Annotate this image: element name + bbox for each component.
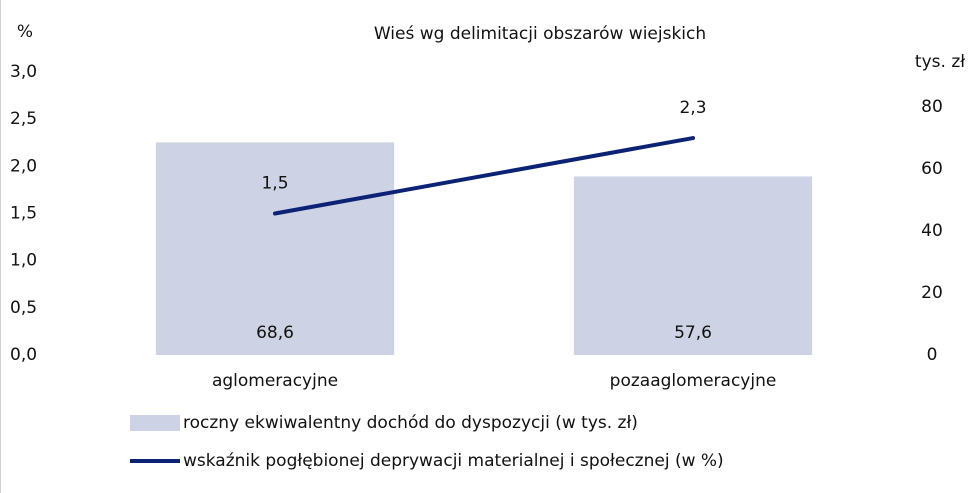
y2-axis-label: tys. zł bbox=[915, 52, 965, 72]
line-value-label: 1,5 bbox=[261, 174, 288, 194]
y2-tick-label: 0 bbox=[927, 345, 938, 365]
bar-value-label: 68,6 bbox=[256, 323, 294, 343]
legend-label: wskaźnik pogłębionej deprywacji material… bbox=[183, 451, 724, 471]
y2-tick-label: 60 bbox=[921, 159, 943, 179]
y2-tick-label: 80 bbox=[921, 97, 943, 117]
line bbox=[273, 136, 695, 216]
chart-title: Wieś wg delimitacji obszarów wiejskich bbox=[374, 24, 706, 44]
y-tick-label: 0,0 bbox=[10, 345, 37, 365]
bar bbox=[155, 142, 395, 355]
x-tick-label: aglomeracyjne bbox=[212, 371, 338, 391]
y-tick-label: 0,5 bbox=[10, 298, 37, 318]
y-tick-label: 1,5 bbox=[10, 204, 37, 224]
line-value-label: 2,3 bbox=[679, 98, 706, 118]
legend-swatch bbox=[130, 415, 180, 431]
y-tick-label: 1,0 bbox=[10, 251, 37, 271]
y-tick-label: 3,0 bbox=[10, 62, 37, 82]
bar-value-label: 57,6 bbox=[674, 323, 712, 343]
bar bbox=[573, 176, 813, 355]
y2-tick-label: 20 bbox=[921, 283, 943, 303]
legend-label: roczny ekwiwalentny dochód do dyspozycji… bbox=[183, 413, 638, 433]
y-tick-label: 2,0 bbox=[10, 156, 37, 176]
y2-tick-label: 40 bbox=[921, 221, 943, 241]
y-tick-label: 2,5 bbox=[10, 109, 37, 129]
x-tick-label: pozaaglomeracyjne bbox=[610, 371, 777, 391]
y-axis-label: % bbox=[17, 22, 33, 42]
